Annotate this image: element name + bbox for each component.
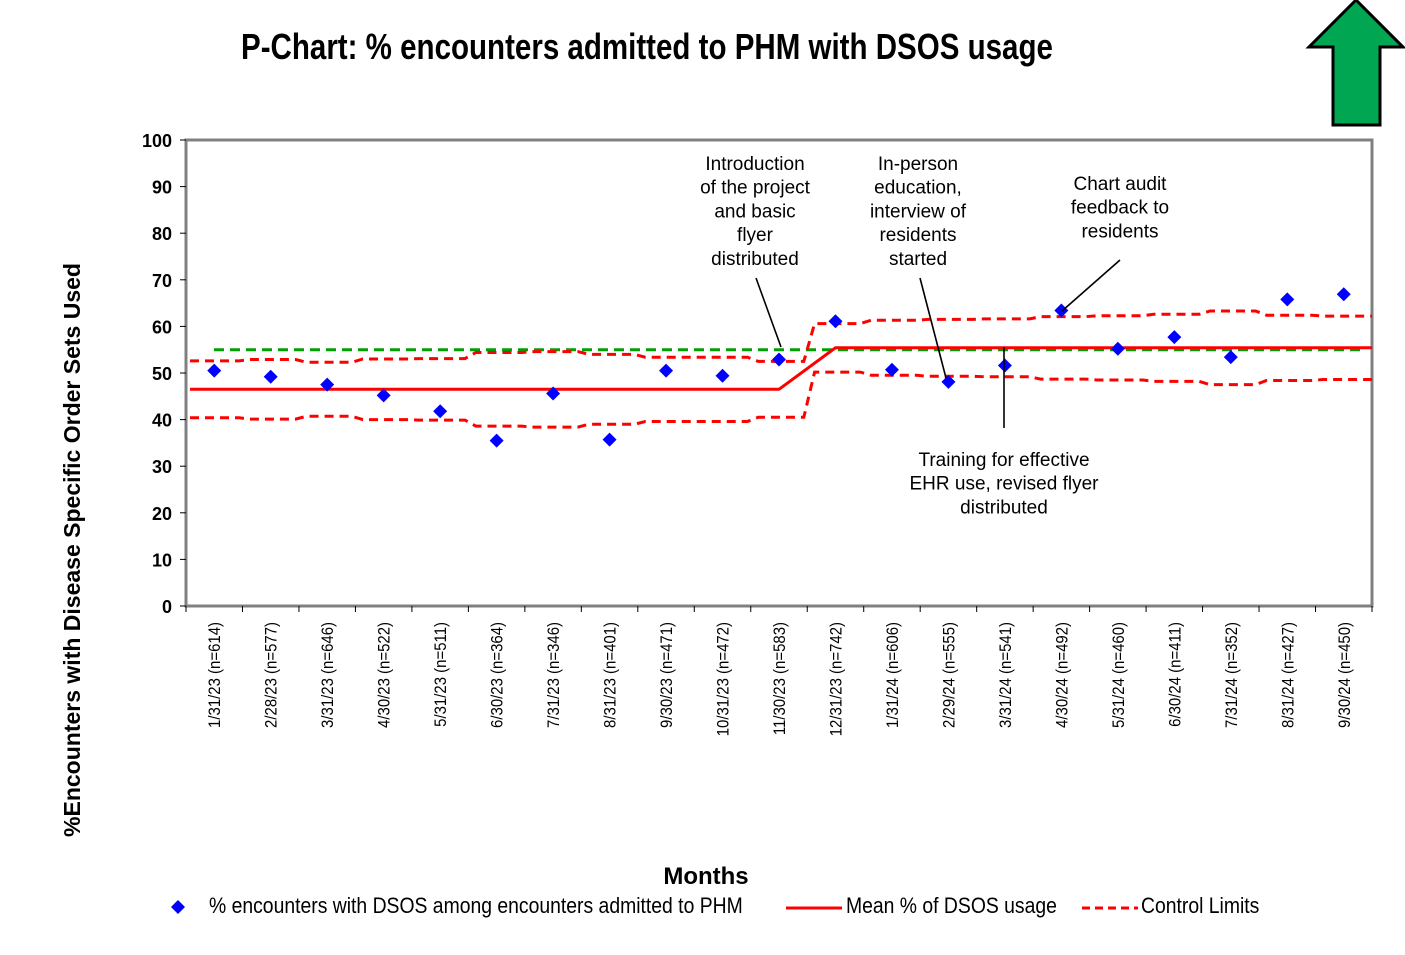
annotation-text: started bbox=[889, 249, 947, 270]
x-tick-label: 4/30/23 (n=522) bbox=[376, 622, 394, 728]
x-axis-label: Months bbox=[663, 863, 748, 890]
x-tick-label: 3/31/23 (n=646) bbox=[319, 622, 337, 728]
data-point bbox=[489, 433, 504, 448]
annotation-text: feedback to bbox=[1071, 198, 1169, 219]
x-tick-label: 10/31/23 (n=472) bbox=[715, 622, 733, 736]
data-point bbox=[941, 374, 956, 389]
y-tick-label: 0 bbox=[162, 597, 172, 617]
lower-control-limit bbox=[190, 370, 1372, 429]
data-point bbox=[1336, 287, 1351, 302]
control-limits bbox=[190, 309, 1372, 429]
data-point bbox=[772, 352, 786, 367]
annotation-text: flyer bbox=[737, 225, 774, 246]
data-point bbox=[433, 404, 448, 419]
mean-line-path bbox=[190, 346, 1372, 391]
annotation-text: Introduction bbox=[705, 154, 804, 175]
legend: % encounters with DSOS among encounters … bbox=[0, 893, 1405, 923]
annotation-text: education, bbox=[874, 178, 962, 199]
data-point bbox=[1054, 303, 1069, 318]
x-tick-label: 8/31/24 (n=427) bbox=[1279, 622, 1297, 728]
annotation-pointer bbox=[1061, 259, 1121, 312]
y-tick-label: 80 bbox=[152, 224, 172, 244]
data-point bbox=[1223, 350, 1238, 365]
x-tick-label: 5/31/23 (n=511) bbox=[432, 622, 450, 727]
annotation-text: distributed bbox=[960, 497, 1048, 518]
y-tick-label: 40 bbox=[152, 411, 172, 431]
data-point bbox=[602, 432, 617, 447]
y-tick-label: 50 bbox=[152, 364, 172, 384]
x-tick-label: 2/28/23 (n=577) bbox=[263, 622, 281, 728]
upper-control-limit bbox=[190, 309, 1372, 364]
x-axis: 1/31/23 (n=614) 2/28/23 (n=577) 3/31/23 (n… bbox=[185, 606, 1373, 736]
y-tick-label: 20 bbox=[152, 504, 172, 524]
annotation-text: residents bbox=[1081, 221, 1158, 242]
y-axis-label: %Encounters with Disease Specific Order … bbox=[59, 263, 85, 837]
x-tick-label: 7/31/23 (n=346) bbox=[545, 622, 563, 728]
data-point bbox=[659, 363, 674, 378]
legend-label-control-limits: Control Limits bbox=[1141, 893, 1260, 918]
y-axis: 0 10 20 30 40 50 60 70 80 90 100 bbox=[142, 131, 186, 617]
p-chart: 0 10 20 30 40 50 60 70 80 90 100 1/31/23 (n=614) 2/… bbox=[59, 0, 1405, 890]
annotation-text: and basic bbox=[714, 201, 795, 222]
y-tick-label: 30 bbox=[152, 457, 172, 477]
legend-mean-line bbox=[786, 906, 842, 910]
x-tick-label: 4/30/24 (n=492) bbox=[1054, 622, 1072, 728]
data-point bbox=[997, 358, 1012, 373]
y-tick-label: 60 bbox=[152, 317, 172, 337]
annotation-text: EHR use, revised flyer bbox=[909, 474, 1099, 495]
y-tick-label: 70 bbox=[152, 271, 172, 291]
data-point bbox=[884, 362, 899, 377]
data-point bbox=[1167, 330, 1182, 345]
chart-title: P-Chart: % encounters admitted to PHM wi… bbox=[241, 26, 1053, 67]
legend-label-mean: Mean % of DSOS usage bbox=[846, 893, 1057, 918]
data-point bbox=[207, 363, 222, 378]
x-tick-label: 1/31/23 (n=614) bbox=[206, 622, 224, 728]
annotation-text: interview of bbox=[870, 201, 967, 222]
data-points bbox=[207, 287, 1351, 448]
legend-diamond-marker bbox=[171, 900, 185, 914]
data-point bbox=[715, 368, 730, 383]
annotation-text: Chart audit bbox=[1074, 174, 1168, 195]
data-point bbox=[1280, 292, 1295, 307]
data-point bbox=[828, 314, 843, 329]
x-tick-label: 7/31/24 (n=352) bbox=[1223, 622, 1241, 728]
annotation-text: In-person bbox=[878, 154, 958, 175]
legend-label-data-points: % encounters with DSOS among encounters … bbox=[209, 893, 743, 918]
data-point bbox=[1110, 341, 1125, 356]
data-point bbox=[320, 377, 335, 392]
x-tick-label: 5/31/24 (n=460) bbox=[1110, 622, 1128, 728]
y-tick-label: 90 bbox=[152, 178, 172, 198]
x-tick-label: 2/29/24 (n=555) bbox=[941, 622, 959, 728]
data-point bbox=[263, 369, 278, 384]
x-tick-label: 9/30/24 (n=450) bbox=[1336, 622, 1354, 728]
y-tick-label: 10 bbox=[152, 550, 172, 570]
data-point bbox=[546, 386, 561, 401]
x-tick-label: 6/30/24 (n=411) bbox=[1167, 622, 1185, 727]
annotation-pointer bbox=[755, 277, 782, 348]
x-tick-label: 6/30/23 (n=364) bbox=[489, 622, 507, 728]
x-tick-label: 12/31/23 (n=742) bbox=[828, 622, 846, 736]
x-tick-label: 11/30/23 (n=583) bbox=[771, 622, 789, 735]
annotation-text: of the project bbox=[700, 178, 811, 199]
annotation-pointer bbox=[919, 277, 947, 379]
annotation-text: Training for effective bbox=[918, 450, 1089, 471]
data-point bbox=[376, 388, 391, 403]
x-tick-label: 1/31/24 (n=606) bbox=[884, 622, 902, 728]
annotation-text: residents bbox=[879, 225, 956, 246]
annotation-text: distributed bbox=[711, 249, 799, 270]
x-tick-label: 3/31/24 (n=541) bbox=[997, 622, 1015, 728]
x-tick-label: 9/30/23 (n=471) bbox=[658, 622, 676, 728]
up-arrow-icon bbox=[1305, 0, 1405, 127]
legend-control-limits-line bbox=[1082, 906, 1138, 910]
x-tick-label: 8/31/23 (n=401) bbox=[602, 622, 620, 728]
y-tick-label: 100 bbox=[142, 131, 172, 151]
mean-line bbox=[190, 346, 1372, 391]
